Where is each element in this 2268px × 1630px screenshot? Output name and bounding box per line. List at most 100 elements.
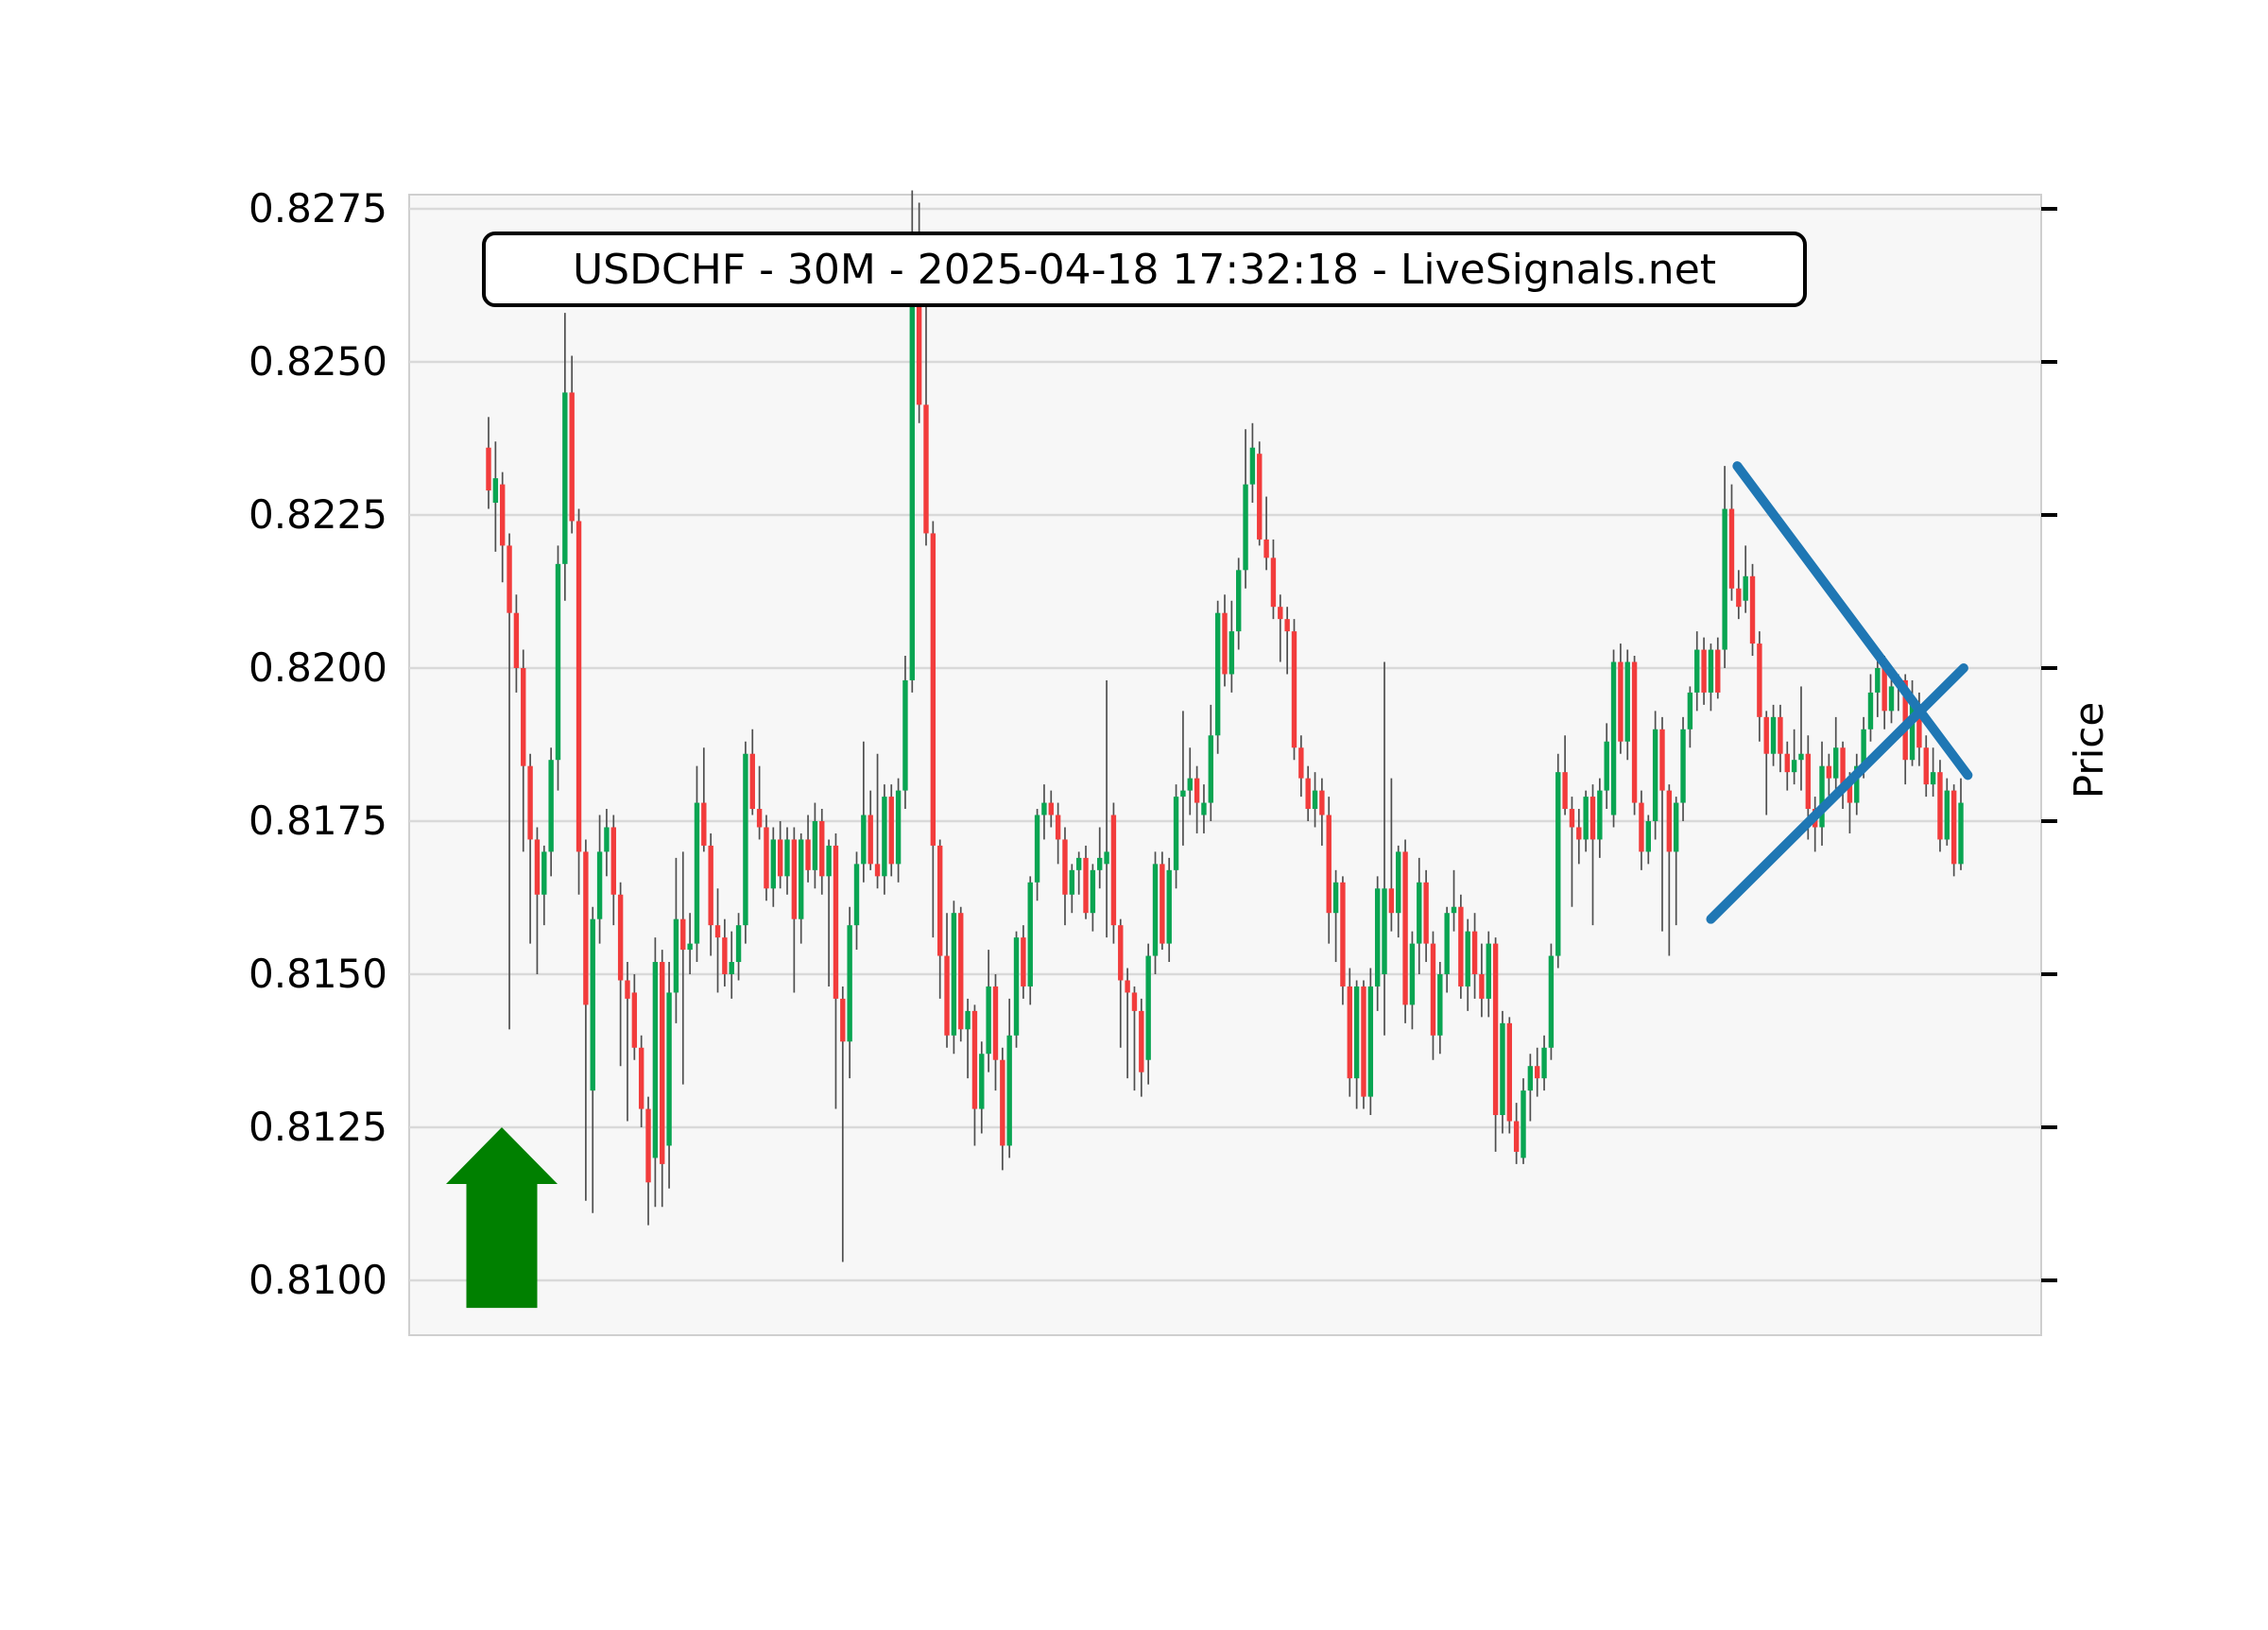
candle-body-up — [1521, 1090, 1526, 1158]
candle-body-up — [1930, 772, 1936, 785]
candle-body-down — [1666, 790, 1673, 852]
candle-body-up — [1541, 1047, 1547, 1079]
candle-body-up — [652, 962, 659, 1158]
candle-body-down — [1736, 588, 1742, 608]
candle-body-down — [701, 802, 707, 846]
y-axis-tick-label: 0.8200 — [249, 644, 387, 691]
candle-body-down — [1757, 643, 1762, 717]
y-axis-tick-label: 0.8175 — [249, 798, 387, 844]
candle-body-down — [534, 839, 541, 895]
candle-body-up — [1722, 508, 1727, 650]
candle-body-up — [1694, 649, 1700, 693]
candle-body-up — [1417, 882, 1422, 944]
candle-body-up — [694, 802, 700, 944]
candle-body-down — [1569, 809, 1575, 828]
candle-body-down — [1055, 815, 1061, 840]
candle-body-up — [1069, 869, 1075, 895]
candle-body-up — [799, 839, 804, 919]
candle-body-down — [499, 484, 506, 546]
candle-body-down — [645, 1108, 651, 1183]
candle-body-down — [764, 827, 769, 889]
candle-body-down — [1916, 704, 1922, 748]
y-axis-title-text: Price — [2065, 701, 2112, 799]
candle-body-down — [1763, 716, 1769, 754]
candle-body-up — [590, 918, 595, 1091]
candle-body-up — [1798, 753, 1804, 761]
candle-body-up — [847, 925, 852, 1042]
candle-body-up — [735, 925, 742, 963]
candle-body-up — [729, 962, 734, 974]
candle-body-down — [1479, 974, 1485, 999]
candle-body-down — [1291, 631, 1297, 748]
candle-body-down — [874, 864, 881, 877]
candle-body-down — [638, 1047, 644, 1109]
candle-body-down — [521, 668, 526, 766]
candle-body-down — [1840, 747, 1846, 785]
candle-body-down — [888, 797, 894, 865]
candle-body-down — [1728, 508, 1735, 589]
candle-body-down — [840, 998, 846, 1042]
candle-body-up — [1228, 631, 1235, 675]
y-axis-title: Price — [2066, 702, 2112, 798]
candle-body-down — [1950, 790, 1957, 865]
candle-body-up — [1208, 735, 1214, 803]
candle-body-up — [1958, 802, 1964, 865]
candle-body-down — [1298, 747, 1304, 779]
candle-body-up — [1465, 931, 1470, 987]
candle-body-up — [1770, 716, 1777, 754]
candle-body-up — [1624, 661, 1630, 742]
candle-body-down — [722, 937, 728, 974]
candle-body-up — [1027, 882, 1033, 987]
candle-body-down — [1326, 815, 1332, 914]
candle-body-up — [1500, 1022, 1505, 1116]
candle-body-down — [1471, 931, 1478, 974]
candle-body-down — [1749, 575, 1756, 644]
trendline-ascending-support — [1706, 663, 1968, 924]
candle-body-up — [1645, 821, 1651, 852]
candle-body-up — [1104, 851, 1109, 865]
candle-body-up — [1610, 661, 1617, 815]
candle-body-down — [1923, 747, 1929, 785]
candle-body-down — [1270, 558, 1277, 608]
candle-body-down — [1263, 539, 1269, 558]
candle-body-down — [1562, 772, 1568, 810]
candle-body-down — [992, 986, 999, 1060]
y-axis-tick-label: 0.8250 — [249, 338, 387, 385]
candle-body-up — [1604, 741, 1609, 791]
candle-body-up — [1888, 686, 1895, 712]
candle-body-down — [1388, 888, 1395, 914]
candle-body-up — [666, 992, 672, 1146]
candle-body-up — [1353, 986, 1360, 1079]
candle-body-down — [1284, 619, 1290, 632]
candle-body-down — [1402, 851, 1408, 1005]
candle-body-down — [936, 845, 943, 956]
candle-body-up — [1451, 906, 1457, 914]
y-axis-tick-label: 0.8150 — [249, 951, 387, 997]
candle-body-up — [1173, 797, 1179, 870]
candle-body-down — [513, 612, 520, 668]
candle-body-up — [1875, 668, 1881, 693]
candle-body-down — [1062, 839, 1068, 895]
candle-body-up — [562, 392, 568, 564]
candle-body-down — [1139, 1010, 1144, 1072]
candle-body-down — [1805, 753, 1812, 810]
candle-body-down — [749, 753, 755, 810]
candle-body-up — [555, 563, 561, 761]
candle-body-up — [1743, 575, 1748, 601]
candle-body-up — [1548, 955, 1555, 1048]
candle-body-up — [1374, 888, 1381, 987]
candle-body-down — [916, 251, 922, 405]
candle-body-down — [1340, 882, 1346, 987]
candle-body-up — [1249, 447, 1256, 485]
candle-body-down — [610, 827, 616, 895]
candle-body-up — [1409, 943, 1416, 1005]
candle-body-up — [1235, 570, 1242, 632]
candle-body-up — [1437, 974, 1443, 1036]
candle-body-up — [1332, 882, 1339, 914]
candle-body-down — [714, 925, 721, 938]
candle-body-down — [1194, 778, 1200, 803]
candle-body-up — [1187, 778, 1193, 791]
candle-body-down — [583, 851, 589, 1005]
candle-body-up — [1166, 869, 1172, 944]
